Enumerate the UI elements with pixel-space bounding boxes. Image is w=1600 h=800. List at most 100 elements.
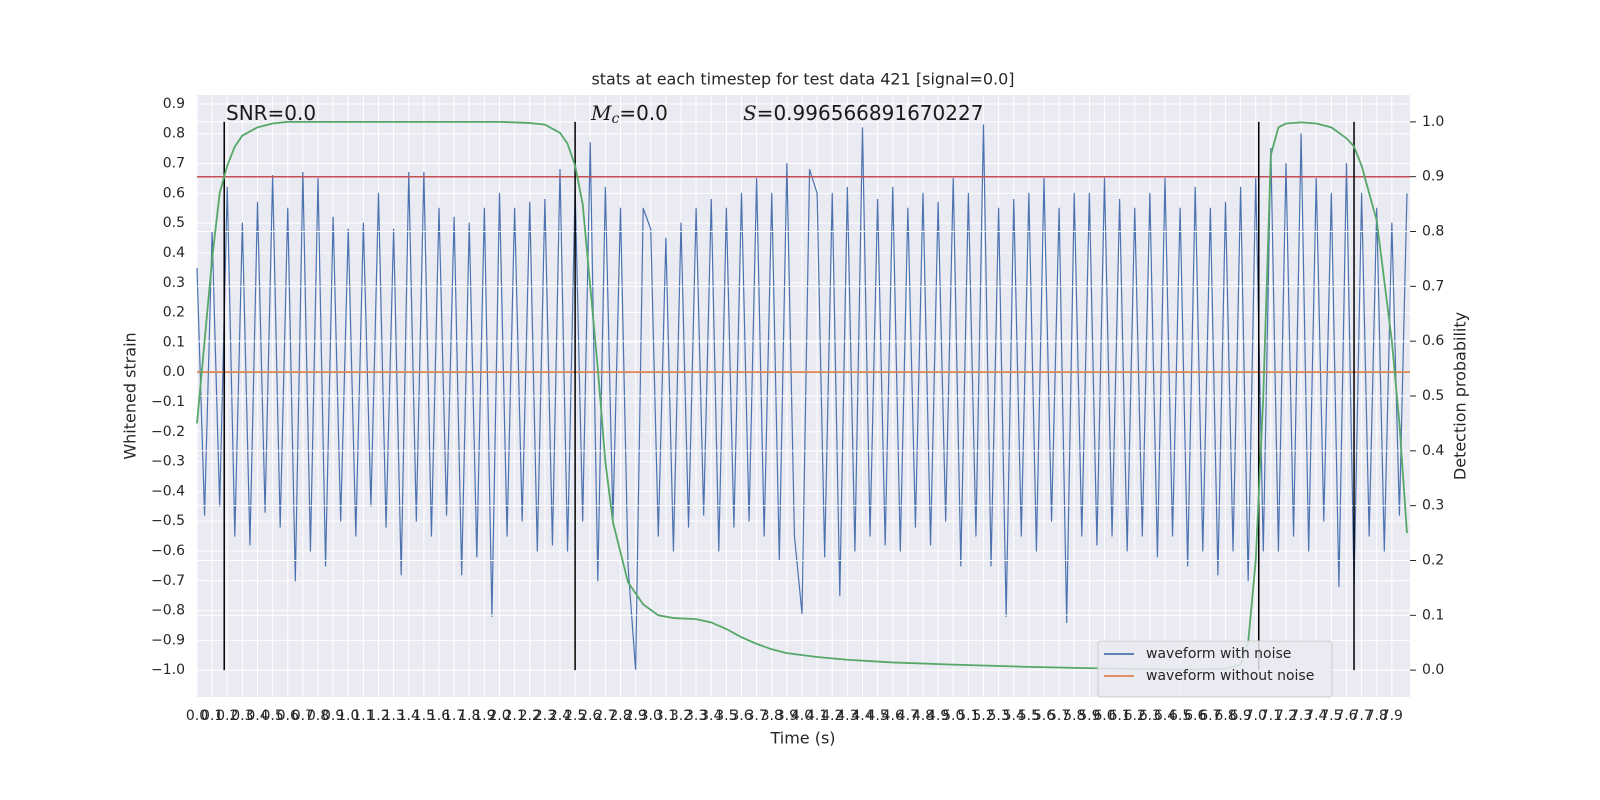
y-tick-label: −0.1	[151, 394, 185, 410]
y-tick-label: 0.5	[163, 215, 185, 231]
y-axis-label: Whitened strain	[121, 332, 140, 459]
x-tick-label: 7.3	[1290, 708, 1312, 724]
y-tick-label: −0.8	[151, 603, 185, 619]
x-tick-label: 2.3	[534, 708, 556, 724]
x-tick-label: 3.6	[730, 708, 752, 724]
y2-axis-label: Detection probability	[1451, 312, 1470, 480]
x-tick-label: 0.6	[277, 708, 299, 724]
x-tick-label: 0.0	[186, 708, 208, 724]
x-tick-label: 7.1	[1260, 708, 1282, 724]
y-tick-label: −0.9	[151, 632, 185, 648]
x-tick-label: 4.7	[897, 708, 919, 724]
x-tick-label: 5.5	[1018, 708, 1040, 724]
y-tick-label: 0.8	[163, 126, 185, 142]
x-tick-label: 5.9	[1078, 708, 1100, 724]
x-tick-label: 4.3	[836, 708, 858, 724]
annotation: Mc=0.0	[590, 101, 668, 128]
y2-tick-label: 0.4	[1422, 443, 1444, 459]
annotation-text: =0.0	[619, 101, 668, 125]
x-tick-label: 1.2	[367, 708, 389, 724]
annotation-subscript: c	[611, 111, 619, 127]
x-tick-label: 1.9	[473, 708, 495, 724]
x-tick-label: 3.7	[745, 708, 767, 724]
y-tick-label: −0.5	[151, 513, 185, 529]
x-tick-label: 5.1	[957, 708, 979, 724]
y2-tick-label: 0.3	[1422, 498, 1444, 514]
x-tick-label: 7.4	[1305, 708, 1327, 724]
x-tick-label: 2.1	[503, 708, 525, 724]
y-tick-label: −0.3	[151, 454, 185, 470]
chart-title: stats at each timestep for test data 421…	[591, 70, 1014, 89]
x-tick-label: 0.2	[216, 708, 238, 724]
x-tick-label: 1.6	[428, 708, 450, 724]
x-tick-label: 3.9	[776, 708, 798, 724]
x-tick-label: 4.4	[851, 708, 873, 724]
annotation-text: =0.996566891670227	[757, 101, 984, 125]
series-line	[196, 120, 1408, 671]
y-tick-label: 0.4	[163, 245, 185, 261]
x-tick-label: 3.4	[700, 708, 722, 724]
y-tick-label: 0.9	[163, 96, 185, 112]
y2-tick-label: 0.6	[1422, 333, 1444, 349]
x-tick-label: 6.7	[1199, 708, 1221, 724]
tick-labels: 0.00.10.20.30.40.50.60.70.80.91.01.11.21…	[151, 96, 1403, 724]
x-tick-label: 6.1	[1108, 708, 1130, 724]
annotation-symbol: M	[590, 101, 612, 125]
y2-tick-label: 0.2	[1422, 552, 1444, 568]
x-tick-label: 1.5	[413, 708, 435, 724]
x-tick-label: 5.3	[987, 708, 1009, 724]
y-tick-label: 0.6	[163, 185, 185, 201]
x-tick-label: 0.8	[307, 708, 329, 724]
y-tick-label: −0.6	[151, 543, 185, 559]
x-tick-label: 0.7	[292, 708, 314, 724]
x-tick-label: 7.5	[1320, 708, 1342, 724]
x-tick-label: 0.9	[322, 708, 344, 724]
x-tick-label: 0.1	[201, 708, 223, 724]
x-tick-label: 7.6	[1335, 708, 1357, 724]
x-tick-label: 6.6	[1184, 708, 1206, 724]
x-tick-label: 6.2	[1124, 708, 1146, 724]
y-tick-label: −0.4	[151, 483, 185, 499]
x-tick-label: 4.0	[791, 708, 813, 724]
legend-label: waveform without noise	[1146, 668, 1314, 684]
y-tick-label: −1.0	[151, 662, 185, 678]
x-tick-label: 1.0	[337, 708, 359, 724]
x-tick-label: 5.2	[972, 708, 994, 724]
legend-label: waveform with noise	[1146, 646, 1291, 662]
y-tick-label: 0.1	[163, 334, 185, 350]
x-tick-label: 4.6	[882, 708, 904, 724]
x-tick-label: 4.2	[821, 708, 843, 724]
x-tick-label: 2.8	[609, 708, 631, 724]
x-tick-label: 3.5	[715, 708, 737, 724]
x-tick-label: 5.6	[1033, 708, 1055, 724]
x-tick-label: 0.5	[261, 708, 283, 724]
x-tick-label: 6.8	[1214, 708, 1236, 724]
x-tick-label: 5.0	[942, 708, 964, 724]
annotation: S=0.996566891670227	[743, 101, 983, 125]
x-tick-label: 3.2	[670, 708, 692, 724]
x-tick-label: 7.7	[1350, 708, 1372, 724]
x-tick-label: 2.5	[564, 708, 586, 724]
y2-tick-label: 0.5	[1422, 388, 1444, 404]
x-tick-label: 7.0	[1245, 708, 1267, 724]
y-tick-label: −0.2	[151, 424, 185, 440]
y2-tick-label: 0.0	[1422, 662, 1444, 678]
x-tick-label: 3.1	[655, 708, 677, 724]
y2-tick-label: 0.7	[1422, 278, 1444, 294]
x-tick-label: 3.0	[640, 708, 662, 724]
x-tick-label: 4.1	[806, 708, 828, 724]
annotation-symbol: S	[743, 101, 757, 125]
x-tick-label: 1.7	[443, 708, 465, 724]
x-tick-label: 7.8	[1366, 708, 1388, 724]
x-tick-label: 2.6	[579, 708, 601, 724]
legend: waveform with noise waveform without nois…	[1097, 640, 1333, 698]
y-tick-label: 0.7	[163, 156, 185, 172]
y-tick-label: 0.0	[163, 364, 185, 380]
y2-tick-label: 0.1	[1422, 607, 1444, 623]
x-tick-label: 2.9	[624, 708, 646, 724]
x-tick-label: 7.2	[1275, 708, 1297, 724]
x-tick-label: 4.9	[927, 708, 949, 724]
x-tick-label: 6.0	[1093, 708, 1115, 724]
x-tick-label: 6.9	[1229, 708, 1251, 724]
